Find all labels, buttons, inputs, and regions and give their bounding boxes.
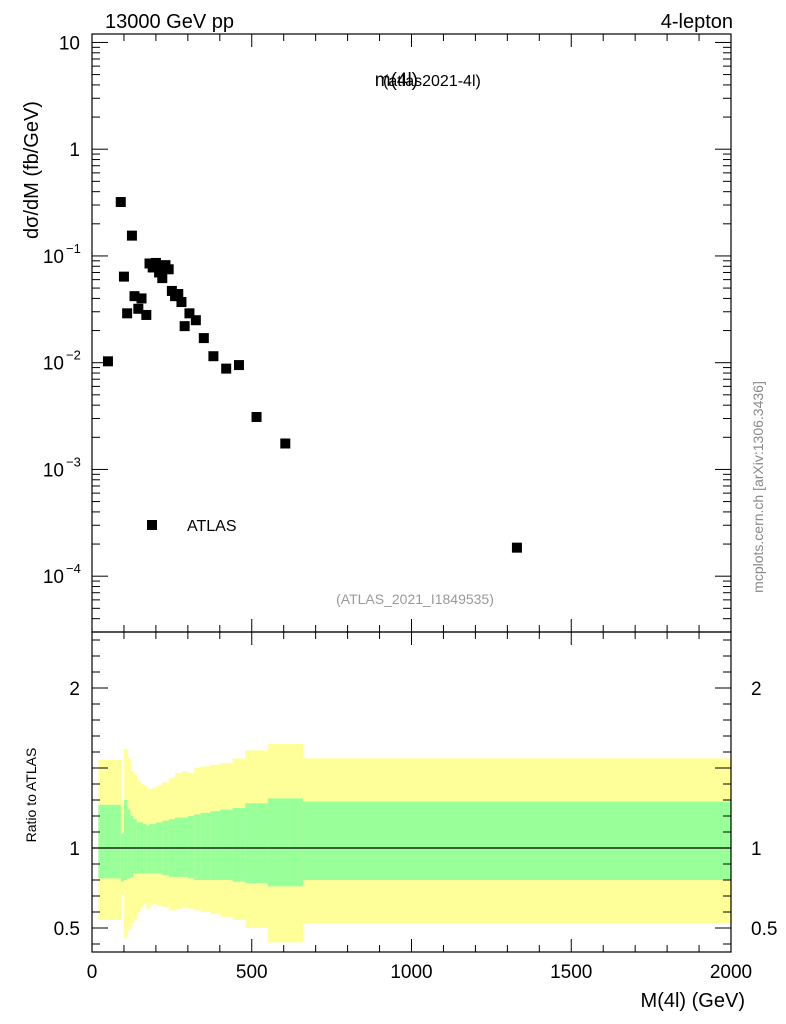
data-point [280, 438, 291, 449]
ratio-plot-panel: 2 1 0.5 2 1 0.5 0 500 1000 1500 2000 Ratio to ATL… [23, 631, 778, 1012]
ratio-y-tick-label-right: 0.5 [751, 919, 777, 940]
main-y-tick-exponent: −2 [66, 348, 81, 363]
data-point [129, 291, 140, 302]
main-y-tick-label: 10 [43, 567, 64, 588]
main-y-tick-label: 10 [59, 33, 80, 54]
inner-band-segment [130, 816, 135, 877]
inner-band-segment [149, 824, 154, 874]
header-channel-label: 4-lepton [661, 11, 733, 33]
data-point [184, 308, 195, 319]
inner-band-segment [146, 825, 151, 874]
main-y-tick-exponent: −4 [66, 561, 81, 576]
main-y-tick-label: 10 [43, 460, 64, 481]
inner-band-segment [175, 817, 183, 877]
x-tick-label: 500 [236, 962, 268, 983]
x-tick-label: 0 [87, 962, 98, 983]
inner-band-segment [219, 809, 234, 880]
inner-band-segment [152, 824, 157, 874]
ratio-axis-ticks [91, 632, 732, 952]
reference-label: (ATLAS_2021_I1849535) [336, 591, 494, 607]
main-y-tick-exponent: −1 [66, 241, 81, 256]
data-point [233, 360, 244, 371]
legend-label-atlas: ATLAS [187, 518, 237, 535]
x-tick-label: 2000 [710, 962, 752, 983]
ratio-y-tick-labels: 2 1 0.5 2 1 0.5 [54, 679, 778, 940]
inner-band-segment [143, 824, 147, 874]
data-point [190, 315, 201, 326]
inner-band-segment [187, 816, 195, 879]
data-point [115, 197, 126, 208]
main-y-tick-label: 1 [69, 140, 80, 161]
uncertainty-bands [98, 744, 732, 943]
main-y-tick-exponent: −3 [66, 454, 81, 469]
plot-subtitle: (atlas2021-4l) [383, 73, 481, 90]
ratio-y-tick-label-right: 1 [751, 839, 762, 860]
main-y-axis-label: dσ/dM (fb/GeV) [21, 101, 43, 239]
data-point [511, 542, 522, 553]
inner-band-segment [181, 817, 189, 877]
header-energy-label: 13000 GeV pp [105, 11, 234, 33]
ratio-y-tick-label-left: 0.5 [54, 919, 80, 940]
inner-band-segment [302, 801, 732, 880]
data-point [122, 308, 133, 319]
data-point [176, 297, 187, 308]
main-frame [91, 33, 732, 633]
plot-title-main: m(4l) [375, 70, 418, 91]
inner-band-segment [245, 803, 269, 884]
ratio-frame [91, 631, 732, 953]
legend-marker-atlas [147, 520, 157, 530]
ratio-x-tick-labels: 0 500 1000 1500 2000 [87, 962, 752, 983]
data-point [251, 411, 262, 422]
ratio-y-axis-label: Ratio to ATLAS [23, 748, 39, 843]
data-point [126, 230, 137, 241]
x-axis-label: M(4l) (GeV) [641, 990, 745, 1012]
inner-band-segment [120, 833, 125, 882]
data-point [163, 264, 174, 275]
data-point [141, 309, 152, 320]
inner-band-segment [194, 814, 202, 880]
data-point [102, 356, 113, 367]
inner-band-segment [123, 800, 128, 880]
x-tick-label: 1000 [390, 962, 432, 983]
inner-band-segment [267, 798, 304, 887]
data-point [133, 303, 144, 314]
data-point [166, 285, 177, 296]
ratio-y-tick-label-left: 2 [69, 679, 80, 700]
data-point [179, 321, 190, 332]
main-axis-ticks [91, 34, 732, 633]
inner-band-segment [200, 812, 211, 880]
data-point [173, 289, 184, 300]
main-y-tick-label: 10 [43, 354, 64, 375]
data-points [102, 197, 522, 553]
inner-band-segment [232, 808, 246, 882]
ratio-y-tick-label-right: 2 [751, 679, 762, 700]
inner-band-segment [127, 809, 131, 879]
data-point [118, 271, 129, 282]
side-source-label: mcplots.cern.ch [arXiv:1306.3436] [750, 381, 766, 593]
data-point [208, 351, 219, 362]
inner-band-segment [133, 819, 138, 874]
data-point [157, 273, 168, 284]
data-point [221, 363, 232, 374]
data-point [136, 293, 147, 304]
inner-band-segment [98, 804, 122, 879]
plot-title: m(4l) [375, 70, 418, 91]
x-tick-label: 1500 [550, 962, 592, 983]
main-y-tick-label: 10 [43, 247, 64, 268]
inner-band-segment [210, 811, 221, 880]
ratio-y-tick-label-left: 1 [69, 839, 80, 860]
data-point [150, 257, 161, 268]
data-point [198, 333, 209, 344]
data-point [154, 267, 165, 278]
